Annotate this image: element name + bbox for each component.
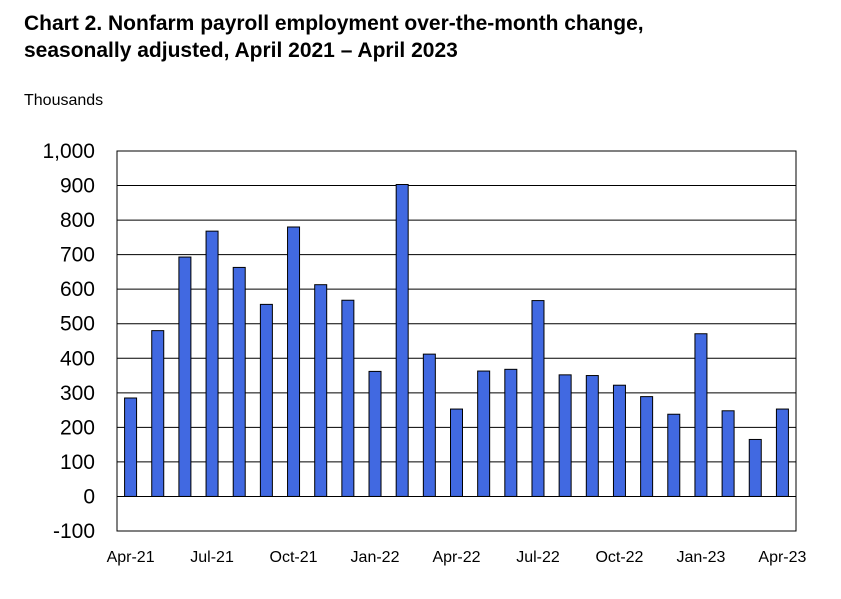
y-tick-label: 900 (60, 175, 95, 198)
bar-Apr-23 (775, 408, 789, 497)
bar-Oct-22 (612, 384, 626, 497)
bar-Nov-22 (640, 396, 654, 497)
x-tick-label: Jul-21 (190, 549, 234, 566)
y-tick-label: 300 (60, 382, 95, 405)
x-tick-label: Jul-22 (516, 549, 560, 566)
plot-area-frame (116, 150, 797, 532)
chart-title: Chart 2. Nonfarm payroll employment over… (24, 10, 824, 64)
x-tick-label: Apr-21 (107, 549, 155, 566)
bar-Jun-22 (504, 368, 518, 497)
bar-May-21 (151, 330, 165, 497)
bar-Jun-21 (178, 256, 192, 497)
bar-Feb-22 (395, 184, 409, 497)
bar-Apr-22 (450, 408, 463, 497)
y-tick-label: 600 (60, 278, 95, 301)
bar-Oct-21 (287, 226, 301, 497)
y-tick-label: 400 (60, 347, 95, 370)
chart-title-line-1: Chart 2. Nonfarm payroll employment over… (24, 12, 644, 35)
x-tick-label: Apr-22 (432, 549, 480, 566)
y-tick-label: 0 (83, 485, 95, 508)
bars (124, 184, 789, 497)
y-tick-label: 700 (60, 244, 95, 267)
bar-Feb-23 (721, 410, 735, 497)
bar-Mar-23 (748, 438, 762, 497)
bar-Mar-22 (422, 353, 436, 497)
bar-Jan-22 (368, 370, 382, 497)
bar-Nov-21 (314, 284, 328, 497)
bar-Sep-22 (585, 375, 599, 497)
bar-Apr-21 (124, 397, 138, 497)
y-tick-label: 200 (60, 416, 95, 439)
y-tick-label: 800 (60, 209, 95, 232)
bar-Aug-21 (232, 266, 246, 497)
x-axis-ticks: Apr-21 Jul-21 Oct-21 Jan-22 Apr-22 Jul-22 Oct-… (107, 549, 807, 566)
chart-title-line-2: seasonally adjusted, April 2021 – April … (24, 39, 458, 62)
x-tick-label: Jan-23 (676, 549, 725, 566)
x-tick-label: Oct-22 (595, 549, 643, 566)
y-tick-label: 500 (60, 313, 95, 336)
bar-Aug-22 (558, 374, 572, 497)
x-tick-label: Oct-21 (270, 549, 318, 566)
bar-Jul-22 (531, 300, 545, 497)
bar-Jan-23 (694, 333, 708, 497)
y-axis-label: Thousands (24, 92, 104, 109)
y-tick-label: 1,000 (42, 140, 95, 163)
x-tick-label: Jan-22 (351, 549, 400, 566)
y-tick-label: -100 (53, 520, 95, 543)
x-tick-label: Apr-23 (758, 549, 806, 566)
y-axis-ticks: -100 0 100 200 300 400 500 600 700 800 900 1,000 (42, 140, 95, 543)
bar-Sep-21 (259, 303, 273, 497)
y-tick-label: 100 (60, 451, 95, 474)
bar-May-22 (477, 370, 491, 497)
bar-Dec-22 (667, 413, 681, 497)
bar-Jul-21 (205, 230, 219, 497)
bar-Dec-21 (341, 299, 355, 497)
